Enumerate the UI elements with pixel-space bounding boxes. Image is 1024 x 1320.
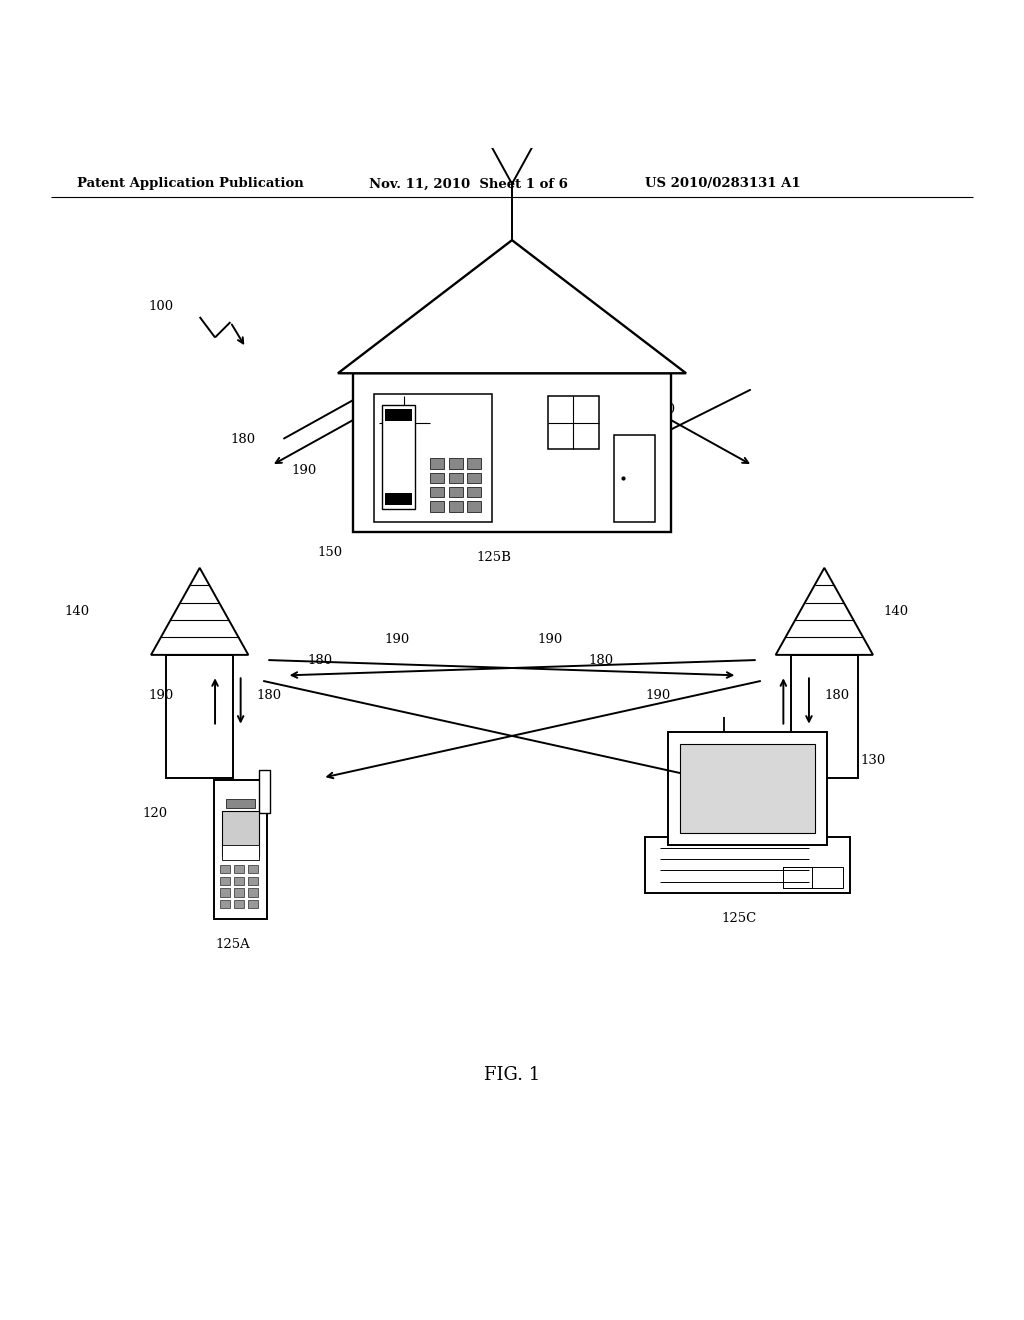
Bar xyxy=(467,473,481,483)
Text: 180: 180 xyxy=(824,689,850,702)
Bar xyxy=(248,900,258,908)
Bar xyxy=(353,374,671,532)
Bar xyxy=(614,434,655,521)
Bar xyxy=(385,494,412,506)
Bar xyxy=(645,837,850,892)
Bar xyxy=(430,502,444,512)
Bar xyxy=(220,865,230,873)
Bar xyxy=(783,867,843,888)
Text: 140: 140 xyxy=(883,605,908,618)
Text: 125C: 125C xyxy=(722,912,757,925)
Bar xyxy=(220,876,230,884)
Bar xyxy=(233,888,245,896)
Text: 120: 120 xyxy=(142,807,168,820)
Bar xyxy=(248,876,258,884)
Polygon shape xyxy=(338,240,686,374)
Bar xyxy=(248,865,258,873)
Bar xyxy=(220,900,230,908)
Text: 180: 180 xyxy=(589,653,614,667)
Bar xyxy=(783,867,812,888)
Bar xyxy=(166,655,233,777)
Bar xyxy=(248,888,258,896)
Text: Patent Application Publication: Patent Application Publication xyxy=(77,177,303,190)
Text: 125A: 125A xyxy=(215,937,250,950)
Bar xyxy=(430,473,444,483)
Bar xyxy=(430,458,444,469)
Text: 180: 180 xyxy=(650,403,676,416)
Bar xyxy=(374,393,492,521)
Bar xyxy=(449,502,463,512)
Text: 180: 180 xyxy=(256,689,282,702)
Bar xyxy=(259,770,270,813)
Bar xyxy=(385,409,412,421)
Text: 190: 190 xyxy=(630,465,655,477)
Text: 150: 150 xyxy=(317,546,343,558)
Text: 125B: 125B xyxy=(476,552,511,564)
Text: 100: 100 xyxy=(148,300,174,313)
Text: 190: 190 xyxy=(645,689,671,702)
Bar xyxy=(222,845,259,861)
Text: 190: 190 xyxy=(148,689,174,702)
Polygon shape xyxy=(152,568,248,655)
Bar xyxy=(449,458,463,469)
Bar xyxy=(430,487,444,498)
Text: 190: 190 xyxy=(538,634,563,645)
Bar xyxy=(233,900,245,908)
Bar xyxy=(214,780,267,919)
Bar xyxy=(379,396,430,450)
Bar xyxy=(467,502,481,512)
Text: 180: 180 xyxy=(230,433,256,446)
Text: 180: 180 xyxy=(307,653,333,667)
Bar xyxy=(382,405,415,510)
Bar xyxy=(233,865,245,873)
Bar xyxy=(467,487,481,498)
Bar xyxy=(681,744,815,833)
Polygon shape xyxy=(776,568,872,655)
Bar xyxy=(233,876,245,884)
Bar xyxy=(548,396,599,450)
Bar xyxy=(449,487,463,498)
Bar xyxy=(449,473,463,483)
Bar xyxy=(467,458,481,469)
Text: FIG. 1: FIG. 1 xyxy=(484,1065,540,1084)
Bar xyxy=(226,799,255,808)
Bar xyxy=(668,733,827,845)
Text: 130: 130 xyxy=(860,754,886,767)
Bar xyxy=(791,655,857,777)
Bar xyxy=(220,888,230,896)
Text: 190: 190 xyxy=(292,465,317,477)
Text: US 2010/0283131 A1: US 2010/0283131 A1 xyxy=(645,177,801,190)
Text: Nov. 11, 2010  Sheet 1 of 6: Nov. 11, 2010 Sheet 1 of 6 xyxy=(369,177,567,190)
Text: 190: 190 xyxy=(384,634,410,645)
Text: 140: 140 xyxy=(63,605,89,618)
Bar xyxy=(222,810,259,857)
